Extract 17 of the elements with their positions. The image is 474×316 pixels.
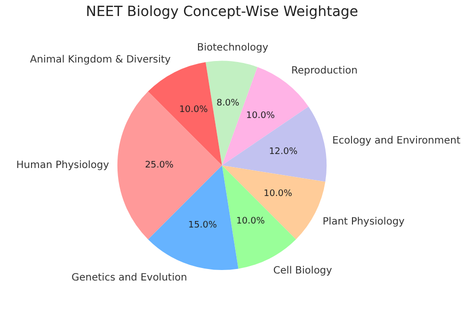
slice-label: Plant Physiology xyxy=(322,216,405,228)
chart-title: NEET Biology Concept-Wise Weightage xyxy=(86,4,358,20)
data-label: 10.0% xyxy=(246,111,276,122)
slice-label: Reproduction xyxy=(291,66,358,77)
slice-label: Human Physiology xyxy=(16,160,110,171)
slice-label: Ecology and Environment xyxy=(332,135,460,146)
data-label: 12.0% xyxy=(268,147,298,158)
data-label: 10.0% xyxy=(236,216,266,227)
data-label: 15.0% xyxy=(188,220,218,230)
slice-label: Genetics and Evolution xyxy=(71,272,188,284)
slice-label: Cell Biology xyxy=(273,266,332,277)
data-label: 25.0% xyxy=(144,160,174,171)
data-label: 10.0% xyxy=(179,104,208,115)
data-label: 8.0% xyxy=(216,98,240,108)
data-label: 10.0% xyxy=(264,189,293,200)
slice-label: Biotechnology xyxy=(196,42,268,54)
slice-label: Animal Kingdom & Diversity xyxy=(30,54,171,66)
